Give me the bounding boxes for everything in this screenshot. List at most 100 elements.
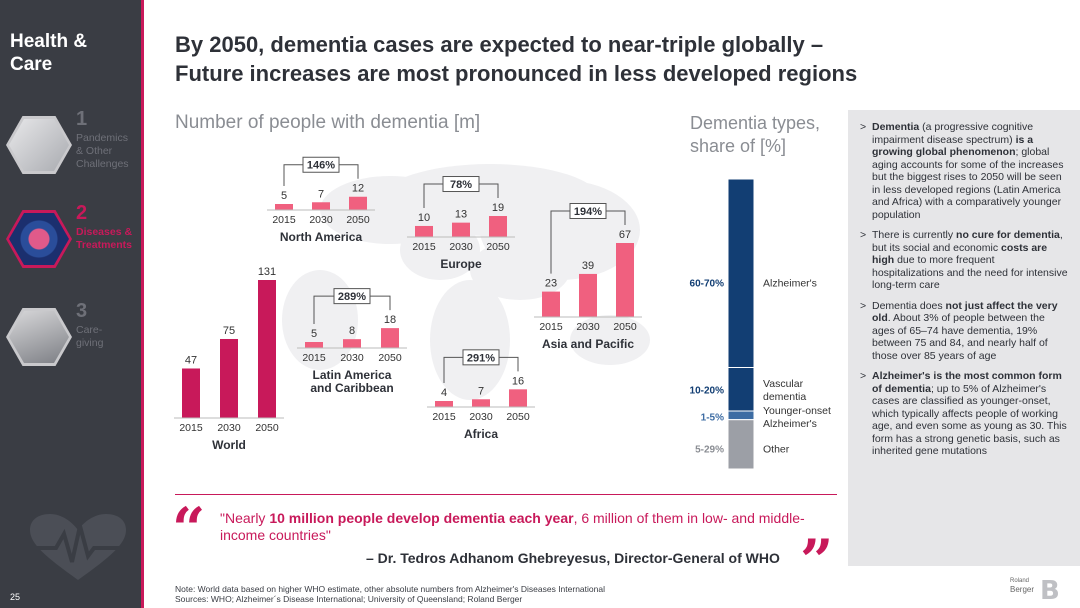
- x-tick-label: 2050: [346, 214, 370, 226]
- sidebar-item-number: 1: [76, 108, 88, 130]
- sidebar-item-caregiving[interactable]: 3 Care- giving: [0, 300, 141, 380]
- x-tick-label: 2050: [255, 422, 279, 434]
- bar-value-label: 75: [223, 325, 235, 337]
- growth-label: 146%: [307, 160, 335, 172]
- bar-value-label: 7: [478, 385, 484, 397]
- bar: [489, 216, 507, 237]
- growth-label: 78%: [450, 179, 472, 191]
- logo-small-text: Roland: [1010, 578, 1030, 584]
- world-map-shape: [570, 315, 650, 365]
- sidebar-item-label: Care- giving: [76, 324, 104, 349]
- segment-label: Alzheimer's: [763, 418, 817, 430]
- sidebar-title: Health & Care: [10, 31, 88, 75]
- bar-value-label: 12: [352, 183, 364, 195]
- sidebar-item-pandemics[interactable]: 1 Pandemics & Other Challenges: [0, 108, 141, 188]
- growth-badge: [569, 203, 607, 219]
- bar: [616, 243, 634, 317]
- bar-value-label: 4: [441, 387, 447, 399]
- page-title: By 2050, dementia cases are expected to …: [175, 32, 858, 86]
- fact-bullet: Dementia (a progressive cognitive impair…: [860, 121, 1068, 221]
- bar: [452, 222, 470, 237]
- segment-label: Alzheimer's: [763, 278, 817, 290]
- virus-icon: [6, 210, 72, 268]
- bar: [381, 328, 399, 348]
- sidebar-item-label: Diseases & Treatments: [76, 226, 133, 251]
- segment-label: Other: [763, 443, 790, 455]
- stacked-segment: [727, 410, 755, 421]
- footnote-note: Note: World data based on higher WHO est…: [175, 584, 605, 594]
- bar-value-label: 16: [512, 375, 524, 387]
- dementia-bar-chart: 4720157520301312050World5201572030122050…: [174, 156, 650, 452]
- sidebar-item-diseases[interactable]: 2 Diseases & Treatments: [0, 202, 141, 282]
- bar: [182, 368, 200, 418]
- sidebar-item-number: 2: [76, 202, 88, 224]
- bar: [349, 196, 367, 210]
- segment-label: Younger-onset: [763, 405, 831, 417]
- fact-bullet: Dementia does not just affect the very o…: [860, 300, 1068, 363]
- bar: [275, 204, 293, 210]
- x-tick-label: 2050: [378, 352, 402, 364]
- bar-value-label: 19: [492, 202, 504, 214]
- footnote: Note: World data based on higher WHO est…: [175, 584, 605, 604]
- group-label: North America: [280, 230, 363, 244]
- sidebar: Health & Care 1 Pandemics & Other Challe…: [0, 0, 144, 608]
- growth-badge: [333, 288, 371, 305]
- world-map-shape: [430, 280, 510, 400]
- fact-bullet: There is currently no cure for dementia,…: [860, 229, 1068, 292]
- logo-name: Berger: [1010, 585, 1035, 594]
- bar: [258, 280, 276, 418]
- group-label: World: [212, 438, 246, 452]
- bar: [509, 389, 527, 407]
- bar-value-label: 23: [545, 278, 557, 290]
- sidebar-item-number: 3: [76, 300, 88, 322]
- bar-value-label: 39: [582, 260, 594, 272]
- quote-author: – Dr. Tedros Adhanom Ghebreyesus, Direct…: [366, 550, 780, 566]
- bar: [312, 202, 330, 210]
- footnote-sources: Sources: WHO; Alzheimer´s Disease Intern…: [175, 594, 523, 604]
- growth-label: 194%: [574, 206, 602, 218]
- segment-range-label: 1-5%: [701, 412, 724, 423]
- bar-value-label: 5: [281, 190, 287, 202]
- bar: [435, 401, 453, 407]
- sidebar-item-label: Pandemics & Other Challenges: [76, 132, 129, 170]
- segment-label: Vascular: [763, 378, 804, 390]
- x-tick-label: 2030: [576, 321, 600, 333]
- growth-label: 289%: [338, 291, 366, 303]
- growth-badge: [462, 349, 500, 366]
- heartbeat-icon: [26, 514, 130, 580]
- bar: [415, 225, 433, 237]
- group-label: Europe: [440, 257, 482, 271]
- bar: [220, 338, 238, 418]
- x-tick-label: 2030: [469, 411, 493, 423]
- group-label: and Caribbean: [310, 381, 393, 395]
- bar-value-label: 47: [185, 354, 197, 366]
- segment-range-label: 60-70%: [690, 279, 725, 290]
- x-tick-label: 2015: [302, 352, 326, 364]
- bar-value-label: 8: [349, 325, 355, 337]
- open-quote-icon: “: [172, 495, 206, 563]
- quote-before: "Nearly: [220, 510, 270, 526]
- bar-value-label: 7: [318, 188, 324, 200]
- people-mask-icon: [6, 116, 72, 174]
- close-quote-icon: ”: [800, 527, 834, 595]
- segment-range-label: 5-29%: [695, 444, 724, 455]
- growth-badge: [302, 156, 340, 173]
- bar: [542, 291, 560, 317]
- x-tick-label: 2050: [613, 321, 637, 333]
- x-tick-label: 2050: [506, 411, 530, 423]
- x-tick-label: 2030: [217, 422, 241, 434]
- stacked-segment: [727, 419, 755, 470]
- x-tick-label: 2015: [432, 411, 456, 423]
- roland-berger-logo: Roland Berger B: [1010, 576, 1062, 606]
- bar-value-label: 10: [418, 212, 430, 224]
- bar: [343, 339, 361, 348]
- page-number: 25: [10, 592, 21, 602]
- stacked-segment: [727, 367, 755, 412]
- growth-label: 291%: [467, 352, 495, 364]
- bar-value-label: 5: [311, 328, 317, 340]
- bar-value-label: 13: [455, 209, 467, 221]
- x-tick-label: 2015: [272, 214, 296, 226]
- chart-title: Number of people with dementia [m]: [175, 112, 481, 133]
- group-label: Asia and Pacific: [542, 337, 634, 351]
